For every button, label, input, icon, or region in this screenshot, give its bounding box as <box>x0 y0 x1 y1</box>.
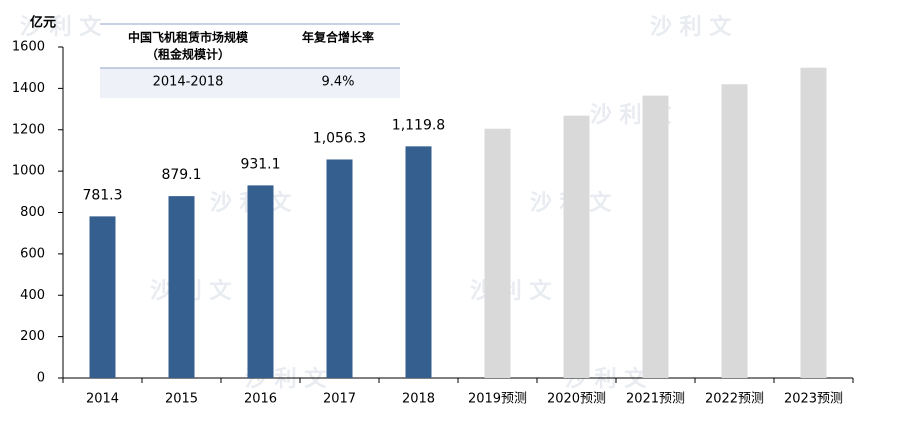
x-tick-label: 2019预测 <box>468 392 527 407</box>
table-header: （租金规模计） <box>146 47 230 62</box>
bar <box>326 159 353 378</box>
x-tick-label: 2020预测 <box>547 392 606 407</box>
y-tick-label: 1600 <box>12 40 45 55</box>
y-tick-label: 0 <box>37 371 45 386</box>
x-tick-label: 2018 <box>402 392 435 407</box>
value-label: 781.3 <box>82 187 122 203</box>
value-label: 879.1 <box>161 167 201 183</box>
table-header: 年复合增长率 <box>302 30 374 45</box>
value-label: 1,056.3 <box>313 130 366 146</box>
y-tick-label: 400 <box>20 288 45 303</box>
y-tick-label: 1000 <box>12 164 45 179</box>
inset-table: 中国飞机租赁市场规模 （租金规模计） 年复合增长率 2014-2018 9.4% <box>100 23 400 98</box>
bar <box>89 216 116 378</box>
bar <box>800 67 827 378</box>
bar <box>247 185 274 378</box>
x-tick-label: 2015 <box>165 392 198 407</box>
bar <box>405 146 432 378</box>
value-label: 931.1 <box>240 156 280 172</box>
y-tick-label: 800 <box>20 205 45 220</box>
y-tick-label: 200 <box>20 329 45 344</box>
y-tick-label: 1400 <box>12 81 45 96</box>
x-tick-label: 2016 <box>244 392 277 407</box>
table-cell: 9.4% <box>321 75 354 90</box>
table-header: 中国飞机租赁市场规模 <box>128 30 249 45</box>
watermark: 沙 利 文 <box>470 278 552 304</box>
unit-label: 亿元 <box>30 15 56 31</box>
watermark: 沙 利 文 <box>650 14 732 40</box>
x-tick-label: 2023预测 <box>784 392 843 407</box>
x-tick-label: 2017 <box>323 392 356 407</box>
bar <box>721 84 748 379</box>
y-tick-label: 1200 <box>12 122 45 137</box>
x-tick-label: 2014 <box>86 392 119 407</box>
table-row-bg <box>100 68 400 98</box>
watermark: 沙 利 文 <box>20 14 102 40</box>
bar <box>168 196 195 378</box>
x-tick-label: 2021预测 <box>626 392 685 407</box>
x-tick-label: 2022预测 <box>705 392 764 407</box>
table-cell: 2014-2018 <box>153 75 224 90</box>
bar <box>563 115 590 379</box>
value-label: 1,119.8 <box>392 117 445 133</box>
bar <box>642 95 669 378</box>
y-tick-label: 600 <box>20 246 45 261</box>
bar <box>484 128 511 378</box>
